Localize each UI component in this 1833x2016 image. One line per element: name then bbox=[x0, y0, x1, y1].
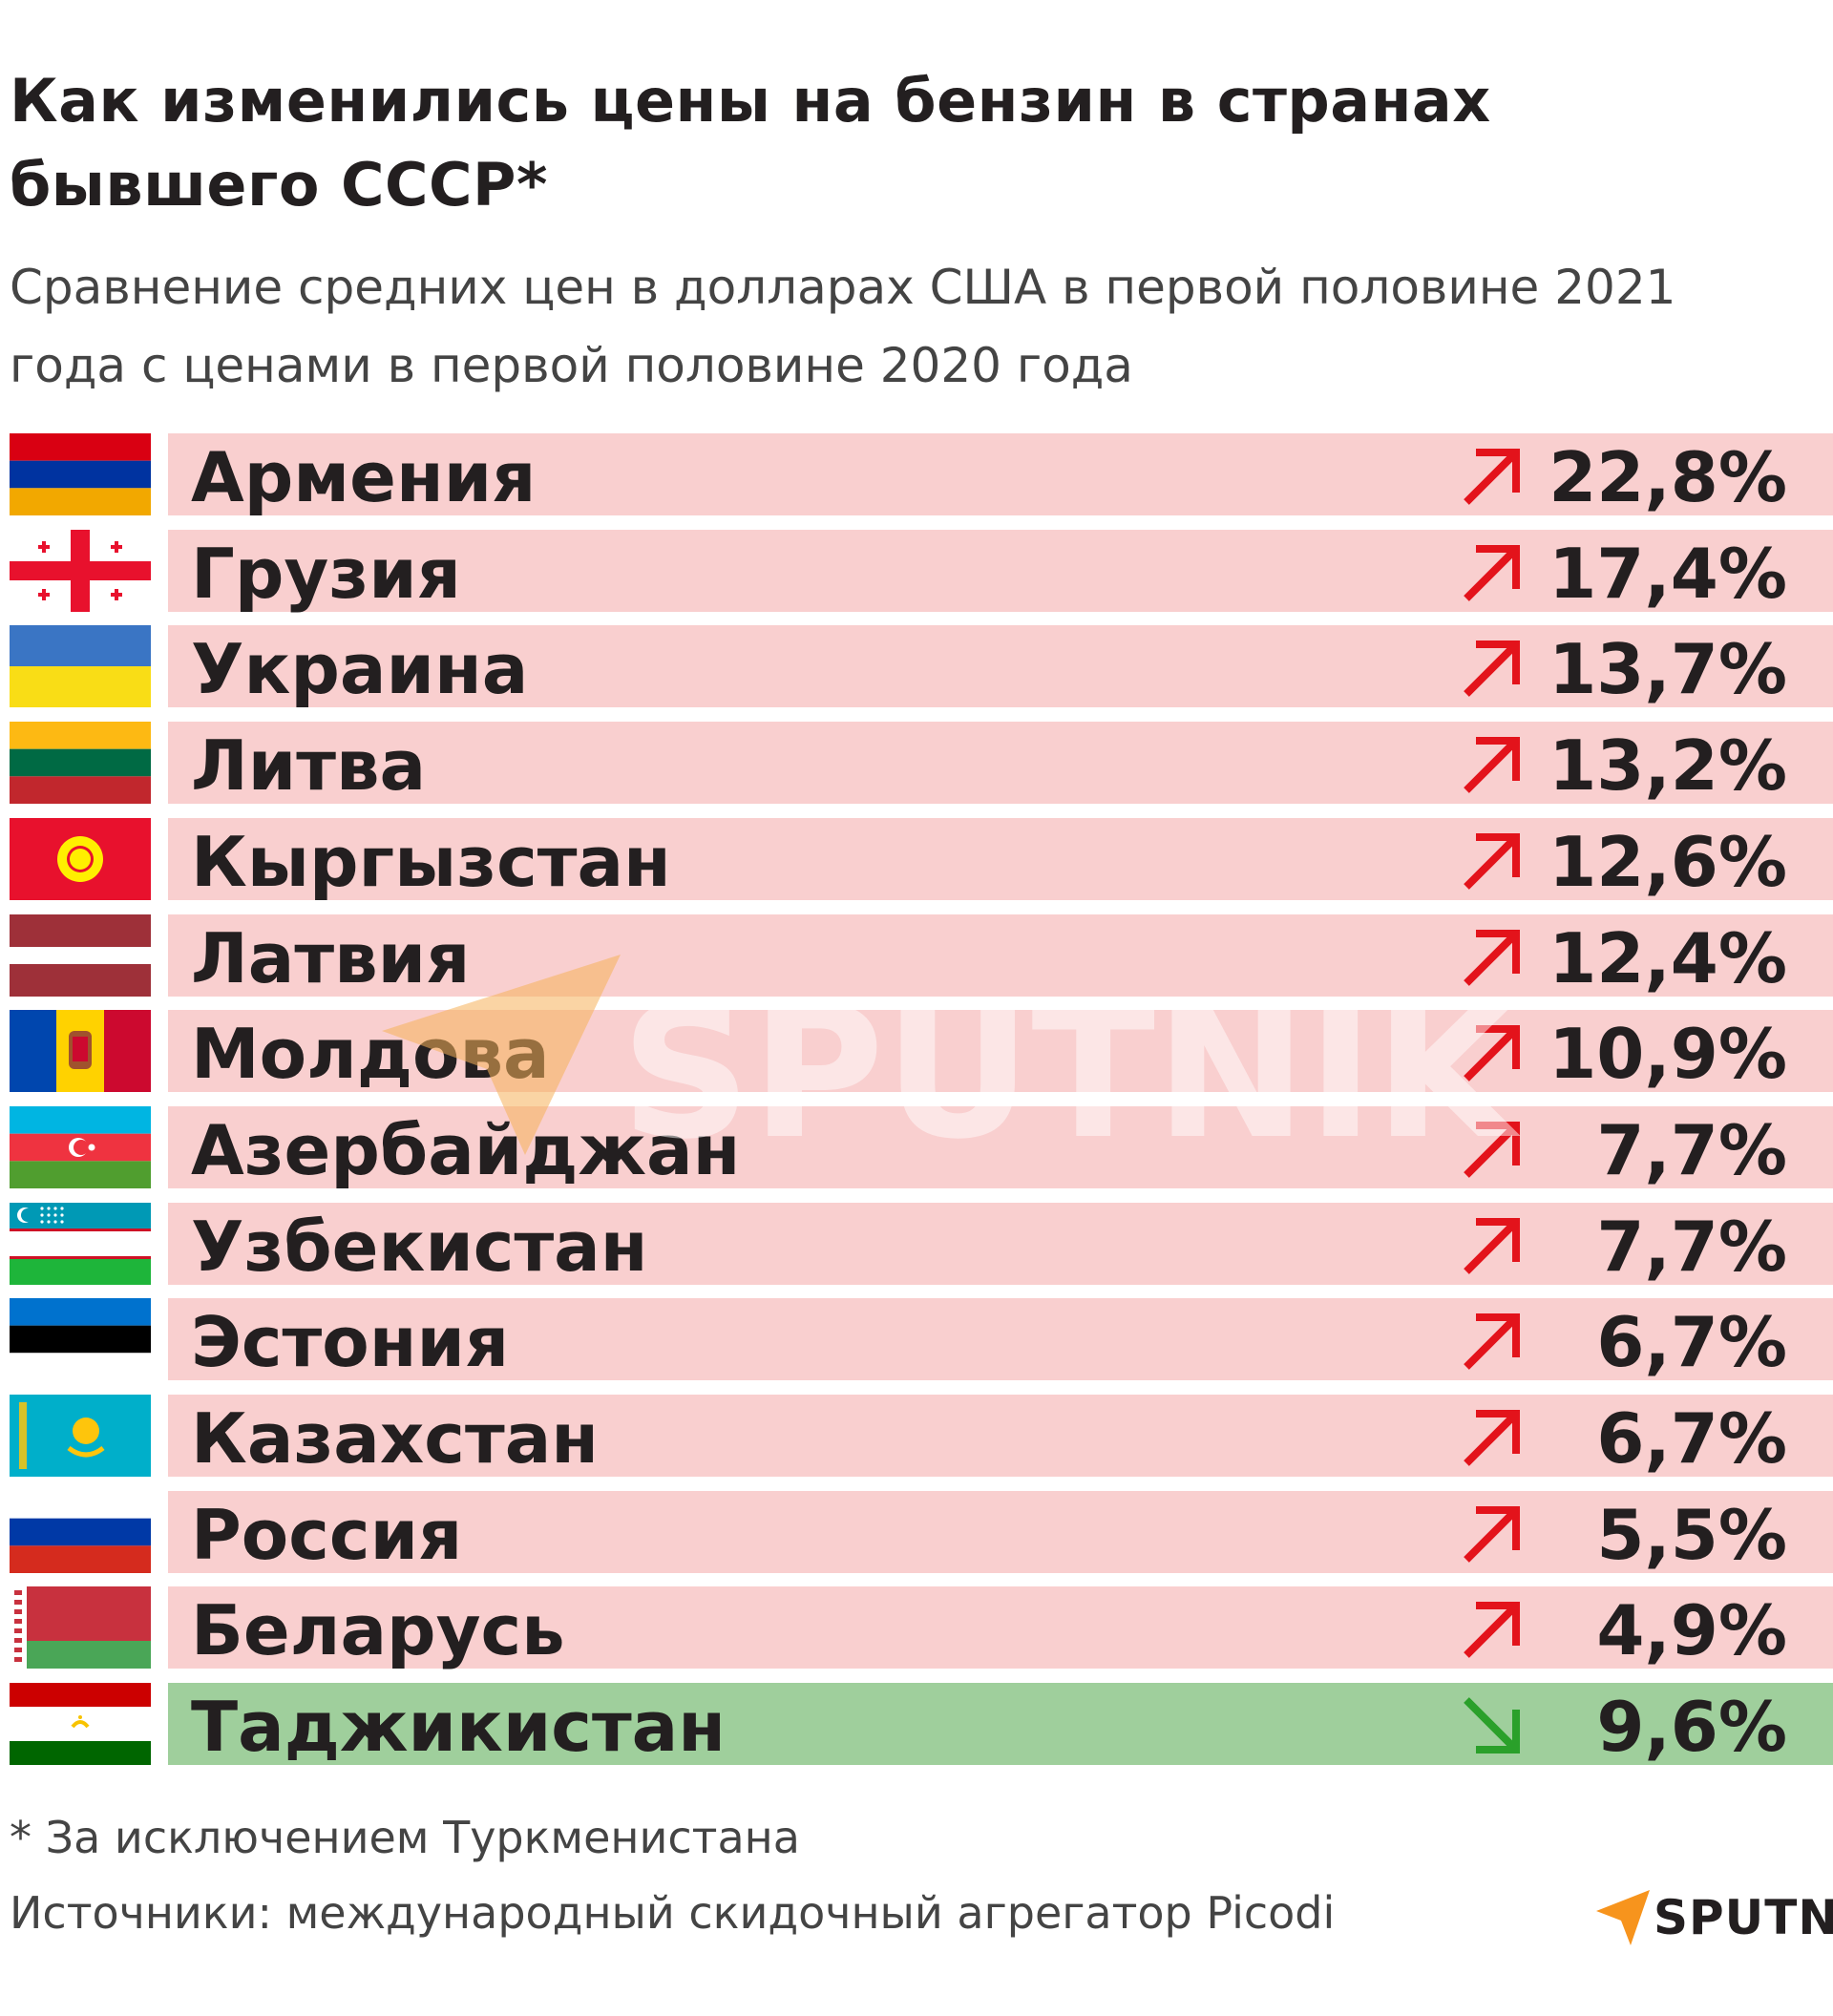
country-name: Литва bbox=[191, 725, 427, 807]
arrow-up-right-icon bbox=[1464, 737, 1520, 793]
row-bar: Беларусь 4,9% bbox=[168, 1586, 1833, 1671]
row-bar: Грузия 17,4% bbox=[168, 529, 1833, 614]
arrow-up-right-icon bbox=[1464, 832, 1520, 890]
country-name: Россия bbox=[191, 1494, 463, 1575]
country-name: Молдова bbox=[191, 1014, 550, 1095]
arrow-up-right-icon bbox=[1464, 1410, 1520, 1466]
table-row: Грузия 17,4% bbox=[0, 528, 1833, 614]
change-value: 10,9% bbox=[1549, 1014, 1787, 1095]
arrow-up-right-icon bbox=[1464, 1121, 1520, 1178]
ukraine-flag bbox=[10, 625, 151, 708]
change-value: 17,4% bbox=[1549, 533, 1787, 614]
sputnik-logo-icon bbox=[1596, 1890, 1650, 1945]
chart-title: Как изменились цены на бензин в странах … bbox=[10, 66, 1491, 220]
russia-flag bbox=[10, 1490, 151, 1573]
change-value: 7,7% bbox=[1596, 1206, 1787, 1287]
table-row: Азербайджан 7,7% bbox=[0, 1104, 1833, 1190]
row-bar: Казахстан 6,7% bbox=[168, 1395, 1833, 1479]
row-bar: Россия 5,5% bbox=[168, 1490, 1833, 1575]
country-name: Беларусь bbox=[191, 1590, 565, 1671]
armenia-flag bbox=[10, 433, 151, 515]
table-row: Узбекистан 7,7% bbox=[0, 1201, 1833, 1287]
table-row: Таджикистан 9,6% bbox=[0, 1681, 1833, 1768]
arrow-up-right-icon bbox=[1464, 1217, 1520, 1274]
row-bar: Украина 13,7% bbox=[168, 625, 1833, 710]
country-name: Грузия bbox=[191, 533, 461, 614]
sputnik-logo: SPUTNIK bbox=[1592, 1886, 1833, 1963]
change-value: 6,7% bbox=[1596, 1398, 1787, 1479]
arrow-up-right-icon bbox=[1464, 1505, 1520, 1563]
row-bar: Молдова 10,9% bbox=[168, 1010, 1833, 1095]
country-name: Украина bbox=[191, 629, 529, 710]
arrow-up-right-icon bbox=[1464, 449, 1520, 505]
row-bar: Латвия 12,4% bbox=[168, 914, 1833, 998]
footnote: * За исключением Туркменистана bbox=[10, 1812, 800, 1863]
lithuania-flag bbox=[10, 722, 151, 805]
table-row: Беларусь 4,9% bbox=[0, 1585, 1833, 1671]
country-name: Таджикистан bbox=[191, 1687, 727, 1768]
arrow-up-right-icon bbox=[1464, 1602, 1520, 1659]
row-bar: Азербайджан 7,7% bbox=[168, 1105, 1833, 1190]
chart-subtitle: Сравнение средних цен в долларах США в п… bbox=[10, 248, 1833, 405]
georgia-flag bbox=[10, 529, 151, 612]
arrow-up-right-icon bbox=[1464, 640, 1520, 698]
country-name: Латвия bbox=[191, 917, 471, 998]
change-value: 22,8% bbox=[1549, 437, 1787, 517]
change-value: 13,2% bbox=[1549, 725, 1787, 807]
table-row: Литва 13,2% bbox=[0, 720, 1833, 807]
arrow-up-right-icon bbox=[1464, 1313, 1520, 1371]
row-bar: Кыргызстан 12,6% bbox=[168, 817, 1833, 902]
country-name: Кыргызстан bbox=[191, 821, 671, 902]
country-name: Армения bbox=[191, 437, 537, 517]
subtitle-line-2: года с ценами в первой половине 2020 год… bbox=[10, 338, 1133, 393]
country-name: Эстония bbox=[191, 1302, 510, 1383]
table-row: Армения 22,8% bbox=[0, 431, 1833, 517]
change-value: 12,6% bbox=[1549, 821, 1787, 902]
azerbaijan-flag bbox=[10, 1105, 151, 1188]
row-bar: Армения 22,8% bbox=[168, 433, 1833, 517]
logo-text: SPUTNIK bbox=[1654, 1890, 1833, 1945]
table-row: Россия 5,5% bbox=[0, 1489, 1833, 1575]
arrow-down-right-icon bbox=[1464, 1697, 1520, 1754]
change-value: 7,7% bbox=[1596, 1109, 1787, 1190]
latvia-flag bbox=[10, 914, 151, 997]
tajikistan-flag bbox=[10, 1683, 151, 1766]
sources-note: Источники: международный скидочный агрег… bbox=[10, 1887, 1336, 1939]
table-row: Кыргызстан 12,6% bbox=[0, 816, 1833, 902]
arrow-up-right-icon bbox=[1464, 929, 1520, 986]
table-row: Латвия 12,4% bbox=[0, 913, 1833, 998]
row-bar: Литва 13,2% bbox=[168, 722, 1833, 807]
belarus-flag bbox=[10, 1586, 151, 1670]
country-name: Узбекистан bbox=[191, 1206, 648, 1287]
country-name: Казахстан bbox=[191, 1398, 600, 1479]
estonia-flag bbox=[10, 1298, 151, 1381]
moldova-flag bbox=[10, 1010, 151, 1093]
kyrgyzstan-flag bbox=[10, 817, 151, 900]
kazakhstan-flag bbox=[10, 1395, 151, 1477]
subtitle-line-1: Сравнение средних цен в долларах США в п… bbox=[10, 260, 1676, 315]
row-bar: Таджикистан 9,6% bbox=[168, 1683, 1833, 1768]
change-value: 4,9% bbox=[1596, 1590, 1787, 1671]
change-value: 5,5% bbox=[1596, 1494, 1787, 1575]
table-row: Украина 13,7% bbox=[0, 623, 1833, 710]
row-bar: Узбекистан 7,7% bbox=[168, 1202, 1833, 1287]
table-row: Эстония 6,7% bbox=[0, 1296, 1833, 1383]
change-value: 9,6% bbox=[1596, 1687, 1787, 1768]
uzbekistan-flag bbox=[10, 1202, 151, 1285]
change-value: 13,7% bbox=[1549, 629, 1787, 710]
table-row: Молдова 10,9% bbox=[0, 1008, 1833, 1095]
row-bar: Эстония 6,7% bbox=[168, 1298, 1833, 1383]
country-name: Азербайджан bbox=[191, 1109, 741, 1190]
table-row: Казахстан 6,7% bbox=[0, 1393, 1833, 1479]
change-value: 6,7% bbox=[1596, 1302, 1787, 1383]
arrow-up-right-icon bbox=[1464, 544, 1520, 601]
arrow-up-right-icon bbox=[1464, 1025, 1520, 1082]
change-value: 12,4% bbox=[1549, 917, 1787, 998]
